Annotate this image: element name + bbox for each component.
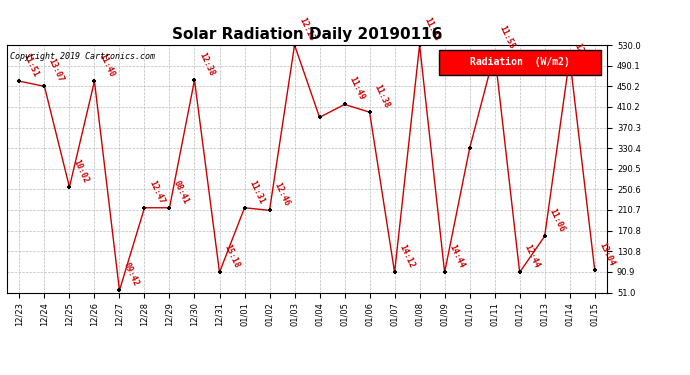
Text: Radiation  (W/m2): Radiation (W/m2) [470, 57, 570, 68]
Text: 11:43: 11:43 [422, 16, 441, 42]
Text: 12:38: 12:38 [197, 51, 216, 78]
Point [389, 269, 400, 275]
Text: 12:13: 12:13 [297, 16, 316, 42]
Text: 13:04: 13:04 [598, 241, 616, 267]
Text: 11:51: 11:51 [22, 52, 41, 79]
Point [214, 269, 225, 275]
Point [139, 205, 150, 211]
Text: 15:18: 15:18 [222, 243, 241, 270]
Text: 10:02: 10:02 [72, 158, 90, 184]
Title: Solar Radiation Daily 20190116: Solar Radiation Daily 20190116 [172, 27, 442, 42]
Text: 11:06: 11:06 [547, 207, 566, 234]
Point [189, 77, 200, 83]
Point [364, 109, 375, 115]
Text: 14:12: 14:12 [397, 243, 416, 270]
Point [489, 50, 500, 56]
Point [539, 233, 550, 239]
Point [414, 42, 425, 48]
Point [289, 42, 300, 48]
Point [39, 83, 50, 89]
Point [564, 55, 575, 61]
FancyBboxPatch shape [439, 50, 601, 75]
Text: 14:44: 14:44 [447, 243, 466, 270]
Text: 12: 12 [572, 42, 584, 56]
Text: 11:38: 11:38 [372, 83, 391, 110]
Text: 11:31: 11:31 [247, 179, 266, 205]
Point [464, 146, 475, 152]
Point [314, 114, 325, 120]
Text: 11:55: 11:55 [497, 24, 516, 50]
Text: 09:42: 09:42 [122, 261, 141, 288]
Point [14, 78, 25, 84]
Point [439, 269, 450, 275]
Point [164, 205, 175, 211]
Point [264, 207, 275, 213]
Text: 11:40: 11:40 [97, 52, 116, 79]
Text: 12:47: 12:47 [147, 179, 166, 205]
Text: 12:46: 12:46 [272, 181, 290, 208]
Point [514, 269, 525, 275]
Text: 08:41: 08:41 [172, 179, 190, 205]
Point [64, 184, 75, 190]
Point [239, 205, 250, 211]
Text: 11:49: 11:49 [347, 75, 366, 102]
Text: 13:07: 13:07 [47, 57, 66, 84]
Point [89, 78, 100, 84]
Point [589, 267, 600, 273]
Text: 12:44: 12:44 [522, 243, 541, 270]
Text: Copyright 2019 Cartronics.com: Copyright 2019 Cartronics.com [10, 53, 155, 62]
Point [339, 101, 350, 107]
Point [114, 287, 125, 293]
